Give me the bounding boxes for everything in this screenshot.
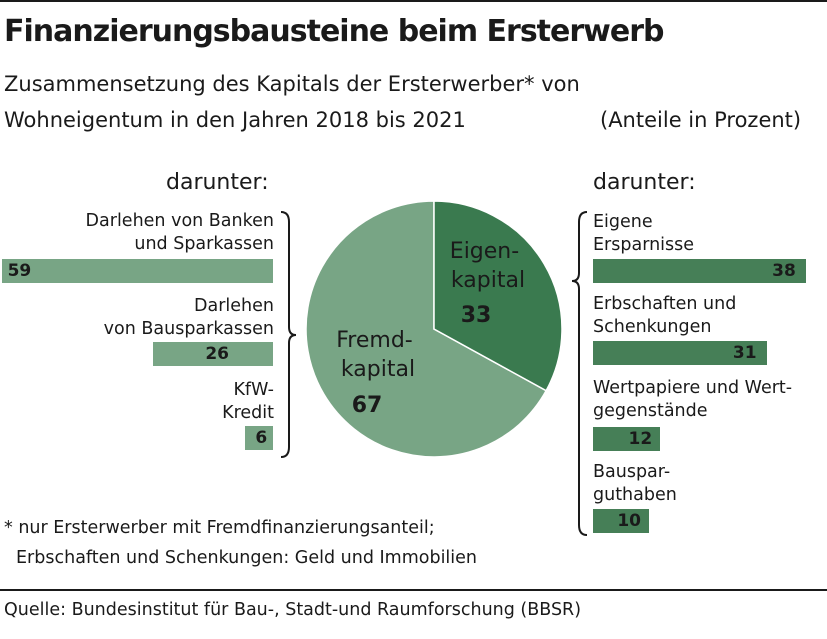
left-brace [280, 211, 297, 458]
right-brace [571, 211, 588, 536]
right-category-label: Wertpapiere und Wert-gegenstände [593, 378, 793, 421]
right-bar: 31 [593, 341, 767, 365]
left-bar: 26 [153, 342, 273, 366]
left-category-label: KfW- Kredit [222, 380, 274, 423]
bottom-rule [0, 589, 827, 591]
pie-value-fremd: 67 [352, 393, 383, 418]
right-category-label: Bauspar-guthaben [593, 462, 677, 505]
right-category-label: Erbschaften und Schenkungen [593, 294, 737, 337]
left-bar: 59 [1, 259, 273, 283]
bar-value-label: 26 [205, 344, 229, 364]
right-breakdown-header: darunter: [593, 170, 696, 195]
right-category-label: Eigene Ersparnisse [593, 212, 695, 255]
pie-label-eigen: Eigen- kapital [450, 239, 526, 293]
bar-value-label: 38 [772, 261, 796, 281]
left-breakdown-header: darunter: [166, 170, 269, 195]
bar-value-label: 12 [628, 429, 653, 449]
footnote-line-1: * nur Ersterwerber mit Fremdfinanzierung… [4, 518, 435, 538]
pie-label-fremd: Fremd- kapital [336, 328, 419, 382]
right-bar: 10 [593, 509, 649, 533]
pie-value-eigen: 33 [461, 303, 492, 328]
chart-subtitle-line-2: Wohneigentum in den Jahren 2018 bis 2021 [4, 108, 466, 132]
top-rule [0, 0, 827, 2]
chart-subtitle-line-1: Zusammensetzung des Kapitals der Ersterw… [4, 72, 580, 96]
left-category-label: Darlehen von Bausparkassen [103, 296, 274, 339]
source-line: Quelle: Bundesinstitut für Bau-, Stadt-u… [4, 600, 582, 620]
footnote-line-2: Erbschaften und Schenkungen: Geld und Im… [16, 548, 478, 568]
right-bar: 12 [593, 427, 661, 451]
pie-slice-eigenkapital [433, 200, 563, 392]
right-bar: 38 [593, 259, 806, 283]
left-bar: 6 [245, 426, 273, 450]
chart-title: Finanzierungsbausteine beim Ersterwerb [4, 14, 664, 49]
pie-slice-fremdkapital [305, 200, 548, 458]
bar-value-label: 31 [732, 343, 757, 363]
left-category-label: Darlehen von Banken und Sparkassen [85, 211, 274, 254]
bar-value-label: 59 [7, 261, 32, 281]
bar-value-label: 10 [617, 511, 641, 531]
unit-note: (Anteile in Prozent) [600, 108, 802, 132]
bar-value-label: 6 [255, 428, 268, 448]
